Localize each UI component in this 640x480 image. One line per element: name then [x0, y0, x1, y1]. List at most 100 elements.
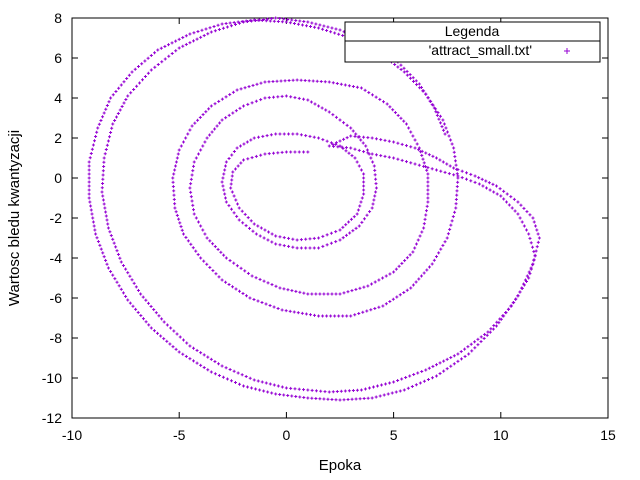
data-point — [422, 89, 426, 93]
data-point — [334, 27, 338, 31]
data-point — [250, 156, 254, 160]
data-point — [191, 359, 195, 363]
data-point — [280, 385, 284, 389]
data-point — [396, 379, 400, 382]
data-point — [532, 220, 536, 224]
data-point — [239, 161, 243, 165]
data-point — [312, 135, 316, 139]
data-point — [165, 323, 169, 327]
data-point — [243, 86, 247, 90]
data-point — [280, 150, 284, 154]
data-point — [133, 67, 137, 71]
data-point — [311, 79, 315, 83]
data-point — [170, 41, 174, 45]
data-point — [437, 251, 441, 255]
data-point — [296, 22, 300, 26]
data-point — [111, 93, 115, 97]
data-point — [199, 363, 203, 367]
data-point — [254, 387, 258, 391]
data-point — [173, 206, 177, 210]
data-point — [321, 244, 325, 248]
data-point — [393, 63, 397, 66]
data-point — [234, 198, 238, 202]
data-point — [181, 352, 185, 356]
data-point — [436, 111, 440, 115]
data-point — [202, 259, 206, 263]
data-point — [414, 242, 418, 246]
data-point — [224, 196, 228, 200]
data-point — [430, 103, 434, 107]
data-point — [111, 122, 115, 126]
data-point — [274, 132, 278, 136]
data-point — [102, 202, 106, 206]
data-point — [516, 200, 520, 204]
data-point — [454, 163, 458, 167]
data-point — [416, 238, 420, 242]
data-point — [463, 347, 467, 351]
data-point — [450, 142, 454, 146]
data-point — [469, 342, 473, 346]
data-point — [237, 218, 241, 222]
data-point — [531, 216, 535, 220]
data-point — [359, 200, 363, 204]
data-point — [412, 373, 416, 376]
data-point — [362, 172, 366, 176]
data-point — [101, 198, 105, 202]
data-point — [420, 149, 424, 153]
data-point — [205, 236, 209, 240]
data-point — [410, 385, 414, 388]
data-point — [294, 289, 298, 293]
data-point — [87, 164, 91, 168]
data-point — [232, 150, 236, 153]
data-point — [115, 280, 119, 284]
data-point — [351, 229, 355, 233]
data-point — [402, 388, 406, 392]
data-point — [381, 276, 385, 280]
data-point — [373, 173, 377, 177]
data-point — [369, 308, 373, 312]
data-point — [434, 110, 438, 114]
data-point — [203, 140, 207, 144]
data-point — [186, 132, 190, 136]
data-point — [96, 240, 100, 244]
data-point — [341, 34, 345, 37]
data-point — [237, 206, 241, 210]
data-point — [94, 135, 98, 138]
data-point — [470, 349, 474, 353]
data-point — [184, 235, 188, 239]
data-point — [354, 226, 358, 230]
data-point — [441, 160, 445, 164]
data-point — [302, 20, 306, 23]
data-point — [163, 57, 167, 61]
data-point — [104, 214, 108, 218]
data-point — [488, 188, 492, 192]
data-point — [408, 73, 412, 77]
data-point — [400, 158, 404, 162]
data-point — [156, 63, 160, 66]
data-point — [350, 289, 354, 293]
data-point — [346, 398, 350, 401]
data-point — [424, 92, 428, 96]
data-point — [190, 199, 194, 203]
data-point — [293, 387, 297, 391]
data-point — [329, 314, 333, 318]
data-point — [366, 136, 370, 140]
data-point — [192, 31, 196, 35]
data-point — [191, 164, 195, 168]
data-point — [266, 17, 270, 21]
data-point — [338, 28, 342, 32]
data-point — [149, 54, 153, 57]
data-point — [414, 79, 418, 83]
data-point — [208, 239, 212, 243]
data-point — [143, 59, 147, 63]
data-point — [287, 79, 291, 82]
data-point — [209, 357, 213, 361]
data-point — [188, 357, 192, 361]
data-point — [238, 289, 241, 293]
data-point — [221, 176, 225, 180]
data-point — [114, 90, 118, 93]
data-point — [400, 142, 404, 146]
data-point — [204, 27, 208, 31]
data-point — [388, 272, 392, 276]
data-point — [438, 372, 442, 376]
